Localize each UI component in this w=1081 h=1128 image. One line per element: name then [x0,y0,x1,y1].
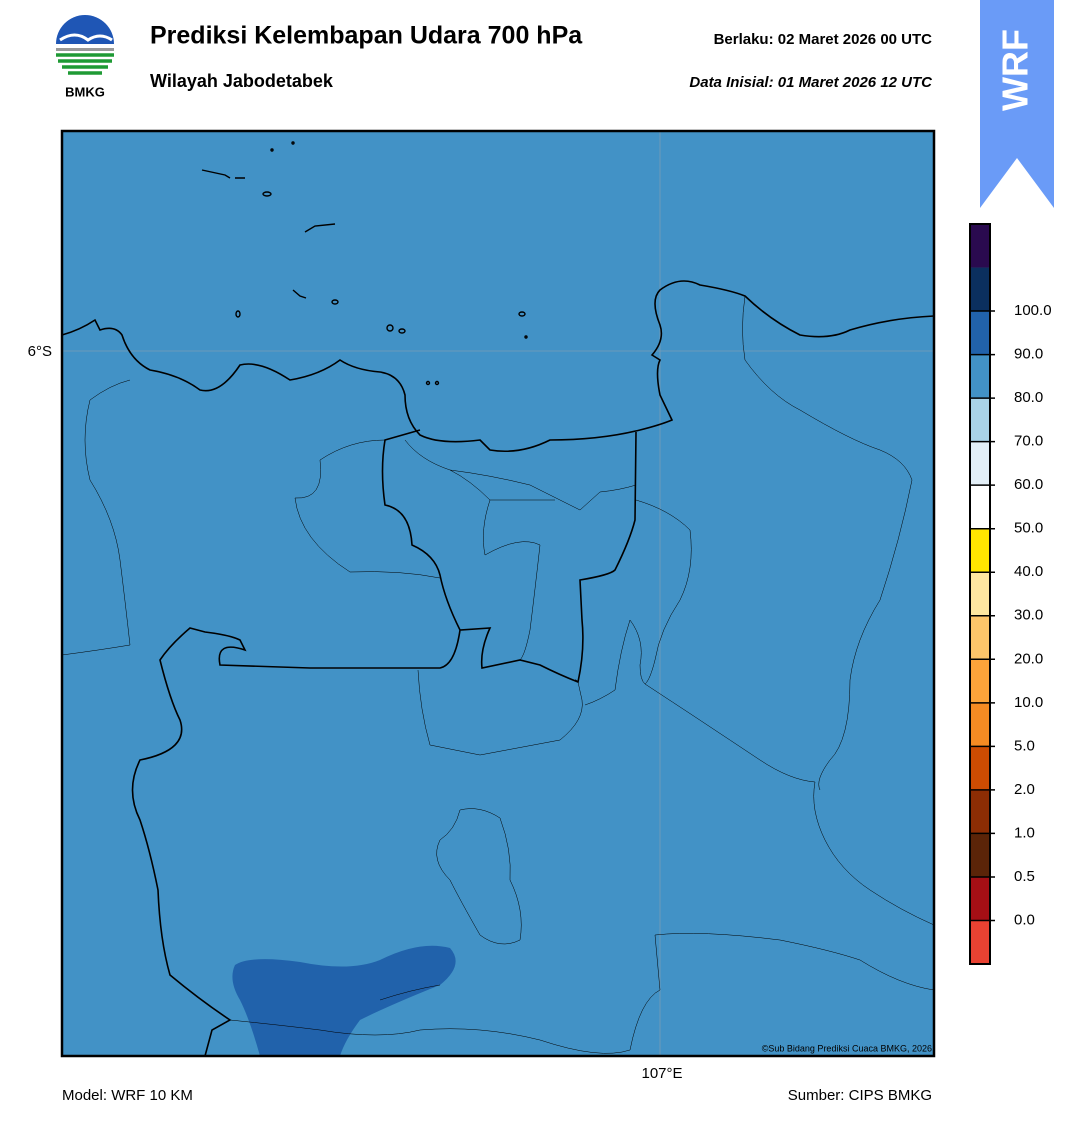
colorbar-band [970,789,990,834]
colorbar-band [970,354,990,399]
colorbar-label: 0.0 [1014,911,1035,928]
colorbar-band [970,224,990,268]
footer-source: Sumber: CIPS BMKG [788,1087,932,1104]
colorbar-band [970,615,990,660]
map: ©Sub Bidang Prediksi Cuaca BMKG, 2026 [60,129,936,1058]
colorbar-band [970,833,990,877]
colorbar-band [970,311,990,355]
district-border [61,295,935,1054]
map-field [62,131,934,1056]
valid-time: Berlaku: 02 Maret 2026 00 UTC [714,31,933,48]
title: Prediksi Kelembapan Udara 700 hPa [150,22,583,50]
colorbar-band [970,572,990,616]
colorbar-label: 100.0 [1014,302,1052,319]
wrf-badge [980,0,1054,208]
colorbar-band [970,659,990,703]
logo-text: BMKG [65,84,105,99]
colorbar-band [970,398,990,442]
colorbar-label: 40.0 [1014,563,1043,580]
coastline [61,280,935,453]
lat-label: 6°S [28,343,52,360]
province-border [131,429,637,1057]
bmkg-logo: BMKG [56,15,114,99]
badge-text: WRF [995,29,1036,111]
colorbar-band [970,528,990,573]
colorbar: 0.0 0.5 1.0 2.0 5.0 10.0 20.0 30.0 40.0 50.0 60.0 7… [969,223,1052,965]
colorbar-band [970,702,990,747]
footer-model: Model: WRF 10 KM [62,1087,193,1104]
colorbar-band [970,876,990,921]
colorbar-label: 80.0 [1014,389,1043,406]
colorbar-label: 2.0 [1014,781,1035,798]
colorbar-label: 20.0 [1014,650,1043,667]
colorbar-frame [969,223,991,965]
colorbar-label: 50.0 [1014,520,1043,537]
colorbar-label: 10.0 [1014,694,1043,711]
subtitle: Wilayah Jabodetabek [150,71,334,91]
map-frame [60,129,936,1058]
colorbar-band [970,441,990,486]
colorbar-label: 5.0 [1014,737,1035,754]
colorbar-label: 30.0 [1014,607,1043,624]
colorbar-band [970,746,990,790]
islands [201,141,528,386]
colorbar-label: 0.5 [1014,868,1035,885]
colorbar-label: 70.0 [1014,433,1043,450]
colorbar-label: 60.0 [1014,476,1043,493]
humidity-area [232,945,456,1056]
colorbar-band [970,485,990,529]
credit: ©Sub Bidang Prediksi Cuaca BMKG, 2026 [762,1043,932,1053]
colorbar-band [970,920,990,964]
initial-time: Data Inisial: 01 Maret 2026 12 UTC [689,74,933,91]
lon-label: 107°E [641,1065,682,1082]
colorbar-label: 90.0 [1014,346,1043,363]
colorbar-label: 1.0 [1014,824,1035,841]
colorbar-band [970,267,990,312]
